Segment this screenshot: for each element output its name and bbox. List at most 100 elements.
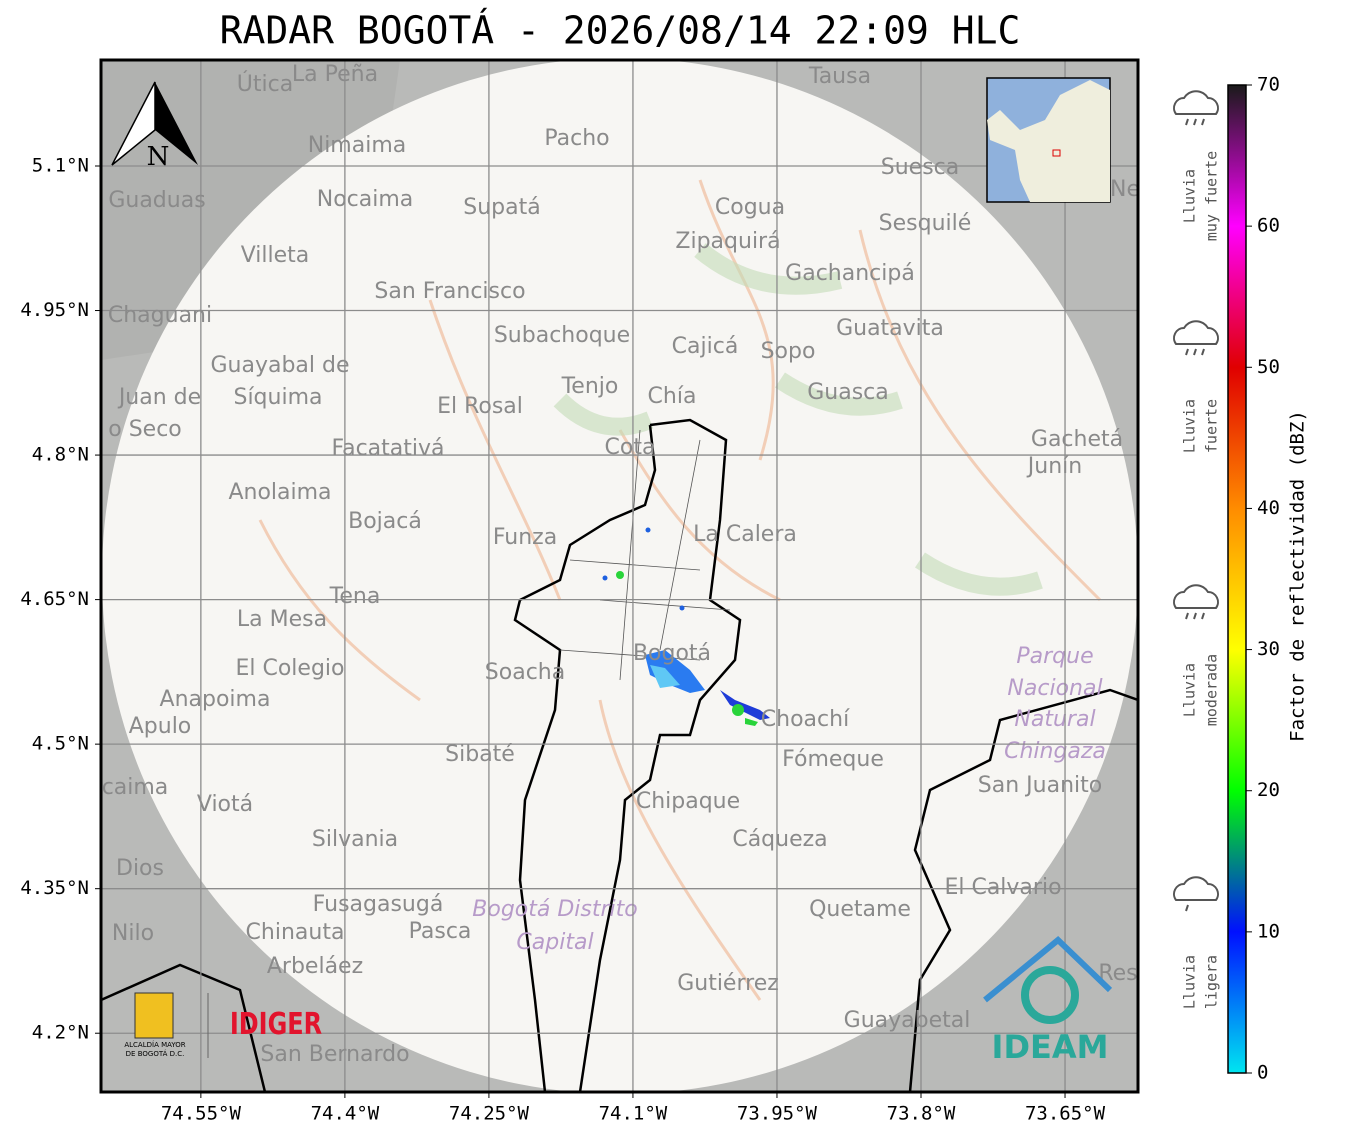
- legend-label: Lluvia: [1181, 663, 1199, 717]
- place-name: Apulo: [129, 714, 192, 739]
- place-name: caima: [102, 775, 169, 800]
- weather-icon: [1173, 584, 1219, 620]
- place-name: Nimaima: [308, 133, 407, 158]
- place-name: Nocaima: [317, 187, 414, 212]
- place-name: Tena: [329, 584, 381, 609]
- x-tick-label: 74.1°W: [599, 1103, 668, 1125]
- title: RADAR BOGOTÁ - 2026/08/14 22:09 HLC: [220, 9, 1021, 53]
- rain-drop: [1185, 904, 1189, 912]
- place-name: Guaduas: [108, 188, 205, 213]
- place-name: Bogotá Distrito: [472, 897, 637, 922]
- place-name: El Rosal: [437, 394, 523, 419]
- colorbar-tick-label: 40: [1257, 497, 1280, 519]
- place-name: Anolaima: [228, 480, 331, 505]
- place-name: Fusagasugá: [313, 892, 444, 917]
- place-name: Cogua: [715, 195, 785, 220]
- place-name: El Calvario: [944, 875, 1061, 900]
- weather-icon: [1173, 320, 1219, 356]
- roads: [258, 179, 1102, 1001]
- place-name: Gachancipá: [785, 261, 915, 286]
- y-tick-label: 5.1°N: [32, 154, 89, 176]
- north-label: N: [147, 142, 170, 172]
- x-tick-label: 73.95°W: [737, 1103, 818, 1125]
- place-name: Dios: [116, 856, 164, 881]
- legend-label: muy fuerte: [1203, 151, 1221, 241]
- alcaldia-line: DE BOGOTÁ D.C.: [126, 1049, 185, 1058]
- y-tick-label: 4.95°N: [20, 299, 89, 321]
- alcaldia-shield: [134, 992, 174, 1039]
- rain-drop: [1185, 118, 1189, 126]
- colorbar-tick-label: 70: [1257, 74, 1280, 96]
- y-tick-label: 4.35°N: [20, 877, 89, 899]
- rain-drop: [1201, 118, 1205, 126]
- place-name: Viotá: [197, 792, 253, 817]
- legend-label: Lluvia: [1181, 399, 1199, 453]
- place-name: Anapoima: [160, 687, 271, 712]
- place-name: Bojacá: [348, 509, 422, 534]
- y-tick-label: 4.8°N: [32, 444, 89, 466]
- place-name: Pasca: [409, 919, 472, 944]
- place-name: Cajicá: [672, 334, 739, 359]
- place-name: Funza: [493, 525, 557, 550]
- colorbar-tick-label: 50: [1257, 356, 1280, 378]
- place-name: Suesca: [881, 155, 959, 180]
- x-tick-label: 73.8°W: [887, 1103, 956, 1125]
- colorbar: [1227, 84, 1247, 1074]
- place-name: Nilo: [112, 921, 154, 946]
- weather-icon: [1173, 90, 1219, 126]
- legend-label: Lluvia: [1181, 955, 1199, 1009]
- legend-label: ligera: [1203, 955, 1221, 1009]
- place-name: Chaguani: [108, 303, 212, 328]
- rain-drop: [1193, 118, 1197, 126]
- place-name: Ne: [1110, 177, 1140, 202]
- place-name: Quetame: [809, 897, 911, 922]
- place-name: Subachoque: [494, 323, 630, 348]
- rain-drop: [1193, 612, 1197, 620]
- place-name: Tenjo: [561, 374, 619, 399]
- cloud: [1173, 876, 1219, 901]
- place-name: Choachí: [761, 707, 850, 732]
- place-name: Bogotá: [633, 641, 711, 666]
- place-name: Nacional: [1007, 676, 1102, 701]
- x-tick-label: 74.4°W: [311, 1103, 380, 1125]
- place-name: Villeta: [241, 243, 310, 268]
- place-name: La Mesa: [237, 607, 327, 632]
- place-name: Capital: [516, 930, 593, 955]
- place-name: Fómeque: [782, 747, 884, 772]
- x-tick-label: 74.25°W: [449, 1103, 530, 1125]
- logos: ALCALDÍA MAYOR DE BOGOTÁ D.C. IDIGER IDE…: [124, 935, 1113, 1066]
- inset-map: [986, 77, 1111, 203]
- colorbar-tick-label: 30: [1257, 638, 1280, 660]
- x-tick-label: 73.65°W: [1025, 1103, 1106, 1125]
- place-name: Cáqueza: [732, 827, 827, 852]
- place-name: Arbeláez: [267, 954, 363, 979]
- place-name: Chinauta: [246, 920, 345, 945]
- ideam-logo: IDEAM: [992, 1028, 1109, 1066]
- place-name: Facatativá: [331, 436, 444, 461]
- place-name: Supatá: [463, 195, 540, 220]
- department-boundary: [101, 688, 1138, 1092]
- radar-echoes: [602, 527, 770, 726]
- vegetation: [553, 242, 1043, 596]
- place-name: La Peña: [292, 62, 378, 87]
- place-name: Gutiérrez: [677, 971, 779, 996]
- place-name: Sesquilé: [879, 211, 972, 236]
- rain-drop: [1193, 348, 1197, 356]
- place-name: San Juanito: [978, 773, 1102, 798]
- place-name: Zipaquirá: [675, 229, 780, 254]
- place-name: Chingaza: [1004, 739, 1106, 764]
- place-name: Pacho: [544, 126, 609, 151]
- cloud: [1173, 320, 1219, 345]
- y-tick-label: 4.5°N: [32, 733, 89, 755]
- place-name: Síquima: [233, 385, 322, 410]
- north-arrow: N: [111, 81, 198, 172]
- colorbar-tick-label: 60: [1257, 215, 1280, 237]
- colorbar-tick-label: 10: [1257, 920, 1280, 942]
- place-name: Chía: [648, 384, 697, 409]
- place-name: Guayabetal: [844, 1008, 971, 1033]
- place-name: Parque: [1016, 644, 1093, 669]
- place-name: Silvania: [312, 827, 398, 852]
- map-frame: [99, 58, 1140, 1094]
